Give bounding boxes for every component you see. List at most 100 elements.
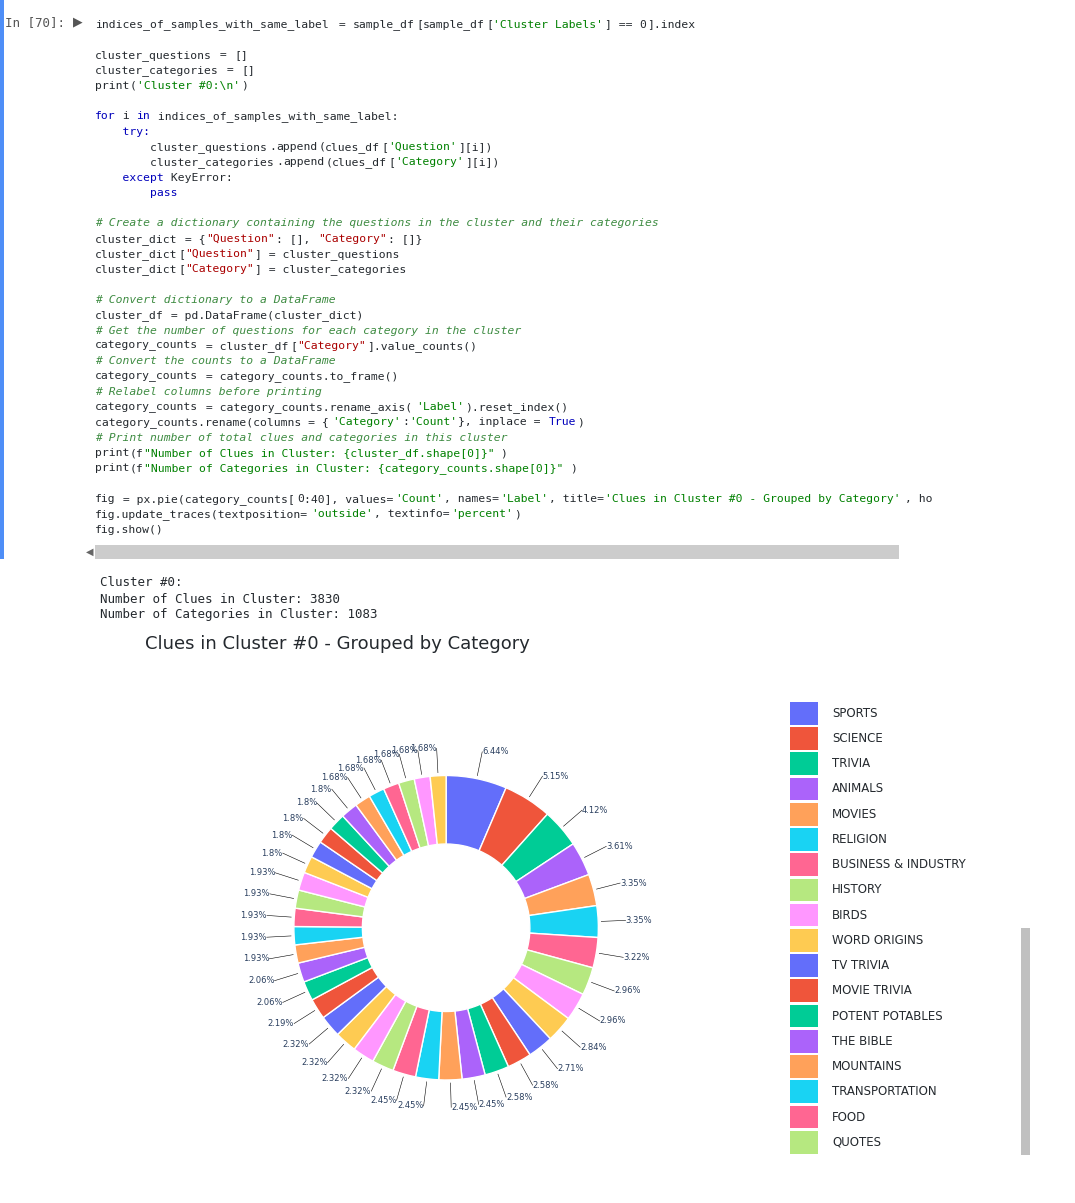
Text: True: True	[548, 417, 576, 427]
Text: , title=: , title=	[548, 494, 604, 504]
Text: 0: 0	[640, 19, 646, 30]
Text: 2.96%: 2.96%	[600, 1017, 626, 1025]
Text: # Convert the counts to a DataFrame: # Convert the counts to a DataFrame	[95, 356, 335, 366]
Text: (f: (f	[129, 463, 143, 473]
Text: except: except	[95, 172, 163, 183]
Text: 3.22%: 3.22%	[624, 953, 649, 962]
Bar	[1021, 928, 1030, 1155]
Text: # Get the number of questions for each category in the cluster: # Get the number of questions for each c…	[95, 326, 521, 336]
Text: QUOTES: QUOTES	[832, 1136, 882, 1149]
Text: 2.84%: 2.84%	[580, 1043, 606, 1051]
Text: 'outside': 'outside'	[312, 509, 373, 520]
Wedge shape	[384, 783, 420, 852]
Wedge shape	[293, 908, 363, 928]
Text: 2.45%: 2.45%	[398, 1102, 424, 1110]
Wedge shape	[414, 776, 438, 846]
Wedge shape	[338, 986, 396, 1049]
Wedge shape	[343, 805, 397, 866]
Text: }, inplace =: }, inplace =	[458, 417, 547, 427]
Text: "Category": "Category"	[297, 340, 366, 351]
Text: 'Cluster #0:\n': 'Cluster #0:\n'	[137, 81, 240, 90]
Text: POTENT POTABLES: POTENT POTABLES	[832, 1009, 943, 1023]
Text: category_counts: category_counts	[95, 402, 198, 413]
Text: indices_of_samples_with_same_label: indices_of_samples_with_same_label	[95, 19, 328, 30]
Text: 6.44%: 6.44%	[483, 747, 508, 757]
Wedge shape	[370, 789, 412, 855]
Wedge shape	[521, 950, 593, 995]
Text: 1.93%: 1.93%	[243, 954, 269, 964]
Wedge shape	[312, 842, 377, 889]
Text: category_counts: category_counts	[95, 340, 198, 351]
Text: 2.45%: 2.45%	[478, 1100, 505, 1109]
Text: 1.93%: 1.93%	[240, 932, 267, 942]
Bar	[790, 802, 818, 825]
Text: BUSINESS & INDUSTRY: BUSINESS & INDUSTRY	[832, 858, 965, 871]
Text: print: print	[95, 448, 129, 458]
Text: fig.show(): fig.show()	[95, 525, 163, 534]
Text: for: for	[95, 112, 115, 122]
Wedge shape	[529, 906, 599, 937]
Bar	[790, 777, 818, 800]
Wedge shape	[312, 967, 378, 1018]
Bar	[790, 979, 818, 1002]
Text: "Number of Clues in Cluster: {cluster_df.shape[0]}": "Number of Clues in Cluster: {cluster_df…	[144, 448, 494, 458]
Text: cluster_df: cluster_df	[95, 310, 163, 321]
Bar	[790, 853, 818, 876]
Text: ): )	[241, 81, 248, 90]
Text: 3.35%: 3.35%	[626, 915, 653, 925]
Text: ): )	[576, 417, 584, 427]
Wedge shape	[304, 857, 372, 897]
Text: 1.68%: 1.68%	[321, 774, 347, 782]
Text: 3.35%: 3.35%	[620, 878, 647, 888]
Text: 0: 0	[297, 494, 304, 504]
Text: 2.06%: 2.06%	[256, 998, 283, 1007]
Text: MOVIE TRIVIA: MOVIE TRIVIA	[832, 984, 912, 997]
Bar	[790, 1055, 818, 1078]
Wedge shape	[430, 776, 446, 845]
Text: [: [	[178, 265, 185, 274]
Wedge shape	[373, 1001, 417, 1071]
Text: [: [	[416, 19, 422, 30]
Text: :: :	[402, 417, 408, 427]
Bar	[790, 1080, 818, 1103]
Text: :40], values=: :40], values=	[304, 494, 393, 504]
Text: 1.68%: 1.68%	[391, 746, 418, 754]
Text: in: in	[137, 112, 151, 122]
Text: Clues in Cluster #0 - Grouped by Category: Clues in Cluster #0 - Grouped by Categor…	[145, 635, 530, 653]
Text: 'Category': 'Category'	[332, 417, 401, 427]
Text: 'Category': 'Category'	[396, 158, 463, 167]
Text: ): )	[514, 509, 520, 520]
Text: ].index: ].index	[647, 19, 694, 30]
Text: 'Question': 'Question'	[388, 142, 457, 152]
Text: 'Cluster Labels': 'Cluster Labels'	[493, 19, 603, 30]
Text: 1.8%: 1.8%	[311, 784, 332, 794]
Text: FOOD: FOOD	[832, 1110, 866, 1124]
Text: 1.8%: 1.8%	[271, 830, 292, 840]
Text: KeyError:: KeyError:	[164, 172, 233, 183]
Text: ▶: ▶	[73, 16, 83, 29]
Text: [: [	[178, 249, 185, 259]
Bar	[790, 1106, 818, 1128]
Text: cluster_categories: cluster_categories	[95, 158, 273, 168]
Wedge shape	[439, 1011, 462, 1080]
Text: =: =	[332, 19, 353, 30]
Text: cluster_dict: cluster_dict	[95, 265, 177, 275]
Text: 2.45%: 2.45%	[452, 1103, 477, 1112]
Text: ].value_counts(): ].value_counts()	[368, 340, 477, 351]
Text: 2.32%: 2.32%	[283, 1039, 310, 1049]
Text: 1.68%: 1.68%	[338, 764, 364, 772]
Text: 4.12%: 4.12%	[582, 806, 608, 814]
Text: print: print	[95, 463, 129, 473]
Wedge shape	[331, 816, 389, 873]
Wedge shape	[479, 788, 547, 865]
Wedge shape	[455, 1008, 485, 1079]
Text: = category_counts.to_frame(): = category_counts.to_frame()	[200, 372, 399, 383]
Text: 2.32%: 2.32%	[301, 1059, 328, 1067]
Bar	[790, 1005, 818, 1027]
Text: []: []	[234, 51, 248, 60]
Text: In [70]:: In [70]:	[5, 16, 66, 29]
Text: TRANSPORTATION: TRANSPORTATION	[832, 1085, 936, 1098]
Text: # Create a dictionary containing the questions in the cluster and their categori: # Create a dictionary containing the que…	[95, 219, 658, 229]
Text: i: i	[116, 112, 137, 122]
Text: 1.8%: 1.8%	[283, 814, 303, 823]
